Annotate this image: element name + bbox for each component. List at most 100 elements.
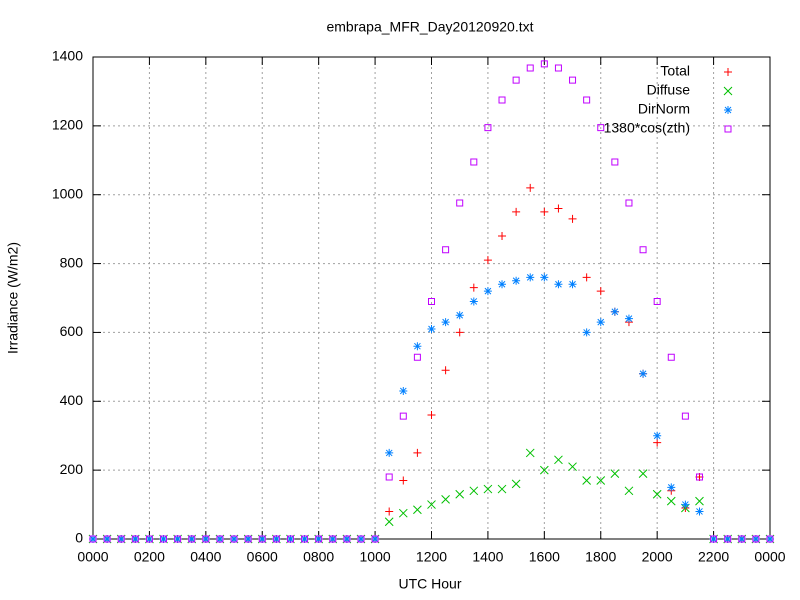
- data-point: [356, 535, 365, 543]
- data-point: [131, 535, 140, 543]
- legend-marker: [724, 106, 732, 114]
- data-point: [666, 496, 676, 506]
- data-point: [131, 535, 139, 543]
- data-point: [187, 535, 196, 543]
- data-point: [398, 508, 408, 518]
- data-point: [569, 76, 577, 84]
- data-point: [695, 507, 704, 516]
- data-point: [244, 535, 252, 543]
- data-point: [145, 535, 154, 543]
- data-point: [286, 535, 294, 543]
- y-tick-label: 400: [60, 392, 84, 408]
- data-point: [624, 314, 633, 323]
- data-point: [498, 96, 506, 104]
- data-point: [610, 469, 620, 478]
- data-point: [272, 535, 281, 543]
- data-point: [484, 124, 492, 132]
- data-point: [766, 535, 774, 543]
- data-point: [441, 366, 450, 375]
- data-point: [455, 311, 464, 320]
- data-point: [639, 369, 648, 378]
- data-point: [710, 535, 718, 543]
- data-point: [103, 535, 111, 543]
- data-point: [540, 273, 549, 282]
- x-tick-label: 1600: [529, 549, 560, 565]
- data-point: [723, 535, 732, 543]
- x-tick-label: 1200: [416, 549, 447, 565]
- data-point: [117, 535, 126, 543]
- data-point: [202, 535, 210, 543]
- legend-label: 1380*cos(zth): [604, 120, 690, 136]
- x-tick-label: 0200: [134, 549, 165, 565]
- data-point: [497, 484, 507, 494]
- y-tick-label: 800: [60, 254, 84, 270]
- data-point: [695, 473, 703, 481]
- data-point: [568, 214, 577, 223]
- data-point: [751, 535, 760, 543]
- data-point: [427, 411, 436, 420]
- data-point: [301, 535, 309, 543]
- data-point: [314, 535, 323, 543]
- legend-label: Diffuse: [647, 82, 691, 98]
- data-point: [526, 64, 534, 72]
- data-point: [441, 495, 450, 504]
- data-point: [455, 328, 464, 337]
- data-point: [315, 535, 323, 543]
- data-point: [385, 507, 394, 516]
- x-tick-label: 1400: [472, 549, 503, 565]
- chart-title: embrapa_MFR_Day20120920.txt: [326, 19, 533, 35]
- data-point: [498, 232, 507, 241]
- x-tick-label: 2200: [698, 549, 729, 565]
- data-point: [413, 505, 422, 515]
- data-point: [89, 535, 97, 543]
- data-point: [568, 462, 577, 472]
- data-point: [371, 535, 380, 543]
- legend-marker: [724, 68, 732, 76]
- plot-frame: [92, 56, 771, 540]
- data-point: [342, 535, 351, 543]
- data-point: [328, 535, 337, 543]
- data-point: [427, 500, 436, 509]
- data-point: [554, 64, 562, 72]
- data-point: [469, 297, 478, 306]
- data-point: [554, 204, 563, 213]
- data-point: [526, 273, 535, 282]
- data-point: [752, 535, 760, 543]
- legend-label: DirNorm: [638, 101, 690, 117]
- x-tick-label: 0000: [754, 549, 785, 565]
- data-point: [428, 297, 435, 305]
- data-point: [583, 96, 591, 104]
- y-tick-label: 1200: [52, 117, 83, 133]
- y-tick-label: 0: [75, 530, 83, 546]
- y-axis-label: Irradiance (W/m2): [5, 242, 21, 354]
- data-point: [399, 412, 407, 420]
- y-tick-label: 600: [60, 323, 84, 339]
- data-point: [469, 486, 479, 496]
- data-point: [611, 158, 619, 166]
- data-point: [357, 535, 365, 543]
- data-point: [766, 535, 774, 543]
- legend-marker: [724, 125, 732, 133]
- data-point: [596, 287, 605, 296]
- data-point: [724, 535, 732, 543]
- data-point: [286, 535, 295, 543]
- data-point: [554, 455, 563, 465]
- legend-label: Total: [660, 63, 690, 79]
- y-tick-label: 200: [60, 461, 84, 477]
- data-point: [399, 476, 408, 485]
- x-tick-label: 1000: [360, 549, 391, 565]
- data-point: [456, 199, 464, 207]
- data-point: [540, 60, 548, 68]
- data-point: [653, 297, 661, 305]
- data-point: [413, 353, 421, 361]
- data-point: [526, 183, 535, 192]
- data-point: [638, 469, 648, 478]
- data-point: [582, 328, 591, 337]
- data-point: [103, 535, 112, 543]
- data-point: [413, 448, 422, 457]
- data-point: [230, 535, 238, 543]
- data-point: [667, 353, 675, 361]
- data-point: [737, 535, 746, 543]
- data-point: [216, 535, 224, 543]
- data-point: [512, 207, 521, 216]
